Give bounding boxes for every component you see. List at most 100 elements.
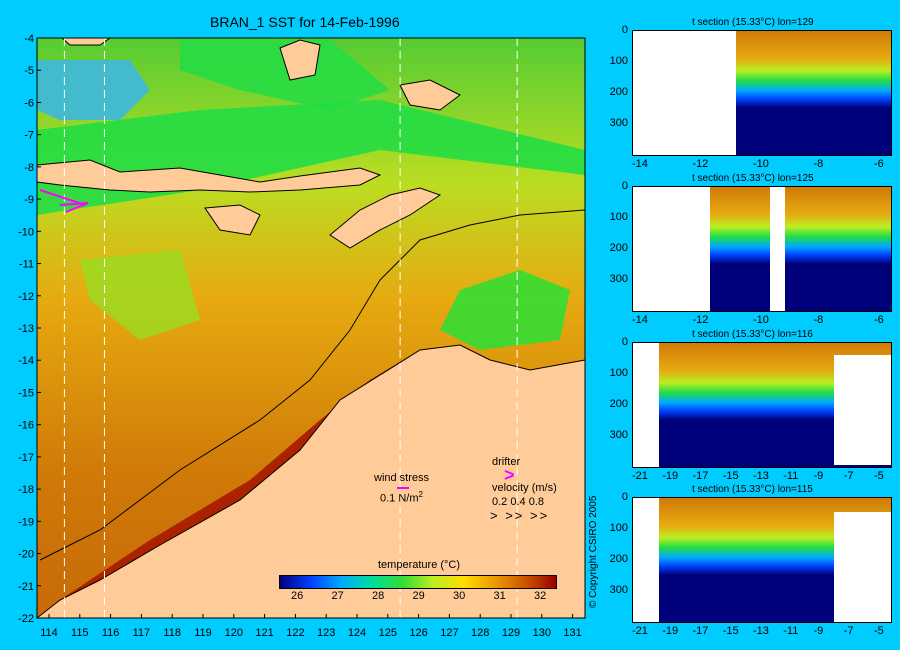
lon-tick-label: 123 (317, 627, 335, 639)
australia-land (35, 344, 586, 619)
section-depth-label: 300 (609, 429, 628, 441)
colorbar-tick-label: 27 (331, 590, 344, 602)
section-lat-label: -8 (813, 314, 824, 326)
section-lat-label: -5 (874, 470, 884, 482)
colorbar-tick-label: 29 (412, 590, 425, 602)
lon-tick-label: 129 (502, 627, 520, 639)
section-depth-label: 300 (609, 584, 628, 596)
lon-tick-label: 126 (409, 627, 427, 639)
colorbar-tick-label: 32 (534, 590, 547, 602)
lon-tick-label: 119 (194, 627, 212, 639)
section-lat-label: -8 (813, 158, 824, 170)
lon-tick-label: 128 (471, 627, 489, 639)
section-lat-label: -14 (632, 314, 648, 326)
section-title: t section (15.33°C) lon=129 (692, 17, 814, 28)
section-panel (632, 342, 892, 468)
section-depth-label: 100 (609, 55, 628, 67)
section-lat-label: -12 (692, 158, 709, 170)
section-depth-label: 200 (609, 86, 628, 98)
lat-tick-label: -22 (18, 613, 34, 625)
section-lat-label: -10 (753, 158, 769, 170)
lon-tick-label: 117 (133, 627, 151, 639)
lat-tick-label: -12 (18, 291, 34, 303)
lat-tick-label: -15 (18, 387, 34, 399)
colorbar (279, 575, 557, 589)
lat-tick-label: -10 (18, 226, 34, 238)
section-lat-label: -7 (843, 625, 854, 637)
drifter-legend-icon: > (504, 465, 515, 485)
lat-tick-label: -18 (18, 484, 34, 496)
lat-tick-label: -6 (24, 97, 34, 109)
section-lat-label: -10 (753, 314, 769, 326)
lon-tick-label: 130 (533, 627, 551, 639)
lat-tick-label: -14 (18, 355, 34, 367)
section-lat-label: -11 (783, 470, 799, 482)
colorbar-ticks: 26 27 28 29 30 31 32 (279, 590, 555, 604)
velocity-values: 0.2 0.4 0.8 (492, 496, 544, 508)
lon-tick-label: 116 (102, 627, 120, 639)
section-lat-label: -21 (632, 625, 648, 637)
section-depth-label: 200 (609, 398, 628, 410)
copyright-text: © Copyright CSIRO 2005 (588, 495, 599, 608)
lat-tick-label: -19 (18, 516, 34, 528)
section-lat-label: -7 (843, 470, 854, 482)
lesser-sunda-islands (36, 159, 382, 193)
section-lat-label: -13 (753, 625, 769, 637)
wind-stress-label: wind stress (374, 472, 430, 484)
isobath-line (39, 209, 586, 561)
lon-tick-label: 120 (225, 627, 243, 639)
section-lat-label: -21 (632, 470, 648, 482)
section-depth-label: 300 (609, 117, 628, 129)
section-lat-label: -17 (692, 625, 709, 637)
colorbar-tick-label: 28 (372, 590, 385, 602)
colorbar-title: temperature (°C) (378, 559, 461, 571)
section-lat-label: -17 (692, 470, 709, 482)
section-depth-label: 0 (621, 491, 628, 503)
section-lat-label: -19 (662, 470, 679, 482)
section-lat-label: -15 (722, 470, 739, 482)
section-depth-label: 100 (609, 522, 628, 534)
lon-tick-label: 114 (40, 627, 58, 639)
section-lat-label: -5 (874, 625, 884, 637)
land-gap (769, 187, 786, 311)
sst-map: -4 -5 -6 -7 -8 -9 -10 -11 -12 -13 -14 -15 -16 -17 -18 -… (18, 33, 586, 639)
section-title: t section (15.33°C) lon=115 (692, 484, 813, 495)
section-lines (63, 38, 518, 618)
lat-tick-label: -20 (18, 549, 34, 561)
lon-tick-label: 127 (440, 627, 458, 639)
lon-tick-label: 125 (379, 627, 397, 639)
section-panel (632, 497, 892, 623)
section-depth-label: 200 (609, 242, 628, 254)
section-lat-label: -14 (632, 158, 648, 170)
section-title: t section (15.33°C) lon=116 (692, 329, 813, 340)
drifter-track (39, 189, 89, 213)
temperature-section (710, 187, 891, 311)
lat-tick-label: -11 (19, 259, 34, 271)
wind-stress-value: 0.1 N/m2 (380, 490, 423, 505)
section-panel (632, 186, 892, 312)
section-depth-label: 0 (621, 336, 628, 348)
green-eddy-west (80, 250, 200, 340)
lat-tick-label: -4 (24, 33, 34, 45)
section-depth-label: 100 (609, 211, 628, 223)
lat-tick-label: -5 (24, 65, 34, 77)
lat-tick-label: -8 (24, 162, 34, 174)
colorbar-tick-label: 26 (291, 590, 304, 602)
map-axes: -4 -5 -6 -7 -8 -9 -10 -11 -12 -13 -14 -15 -16 -17 -18 -… (18, 33, 582, 639)
section-depth-label: 100 (609, 367, 628, 379)
section-lat-label: -9 (813, 625, 824, 637)
lat-tick-label: -7 (24, 130, 34, 142)
lon-tick-label: 124 (348, 627, 366, 639)
section-lat-label: -6 (874, 314, 884, 326)
velocity-label: velocity (m/s) (492, 482, 557, 494)
lat-tick-label: -17 (18, 452, 34, 464)
sulawesi-island (279, 39, 321, 81)
section-lat-label: -19 (662, 625, 679, 637)
section-panel (632, 30, 892, 156)
sumba-island (204, 204, 261, 236)
section-lat-label: -13 (753, 470, 769, 482)
drifter-label: drifter (492, 456, 521, 468)
lat-tick-label: -21 (18, 581, 34, 593)
section-depth-label: 200 (609, 553, 628, 565)
section-lat-label: -12 (692, 314, 709, 326)
